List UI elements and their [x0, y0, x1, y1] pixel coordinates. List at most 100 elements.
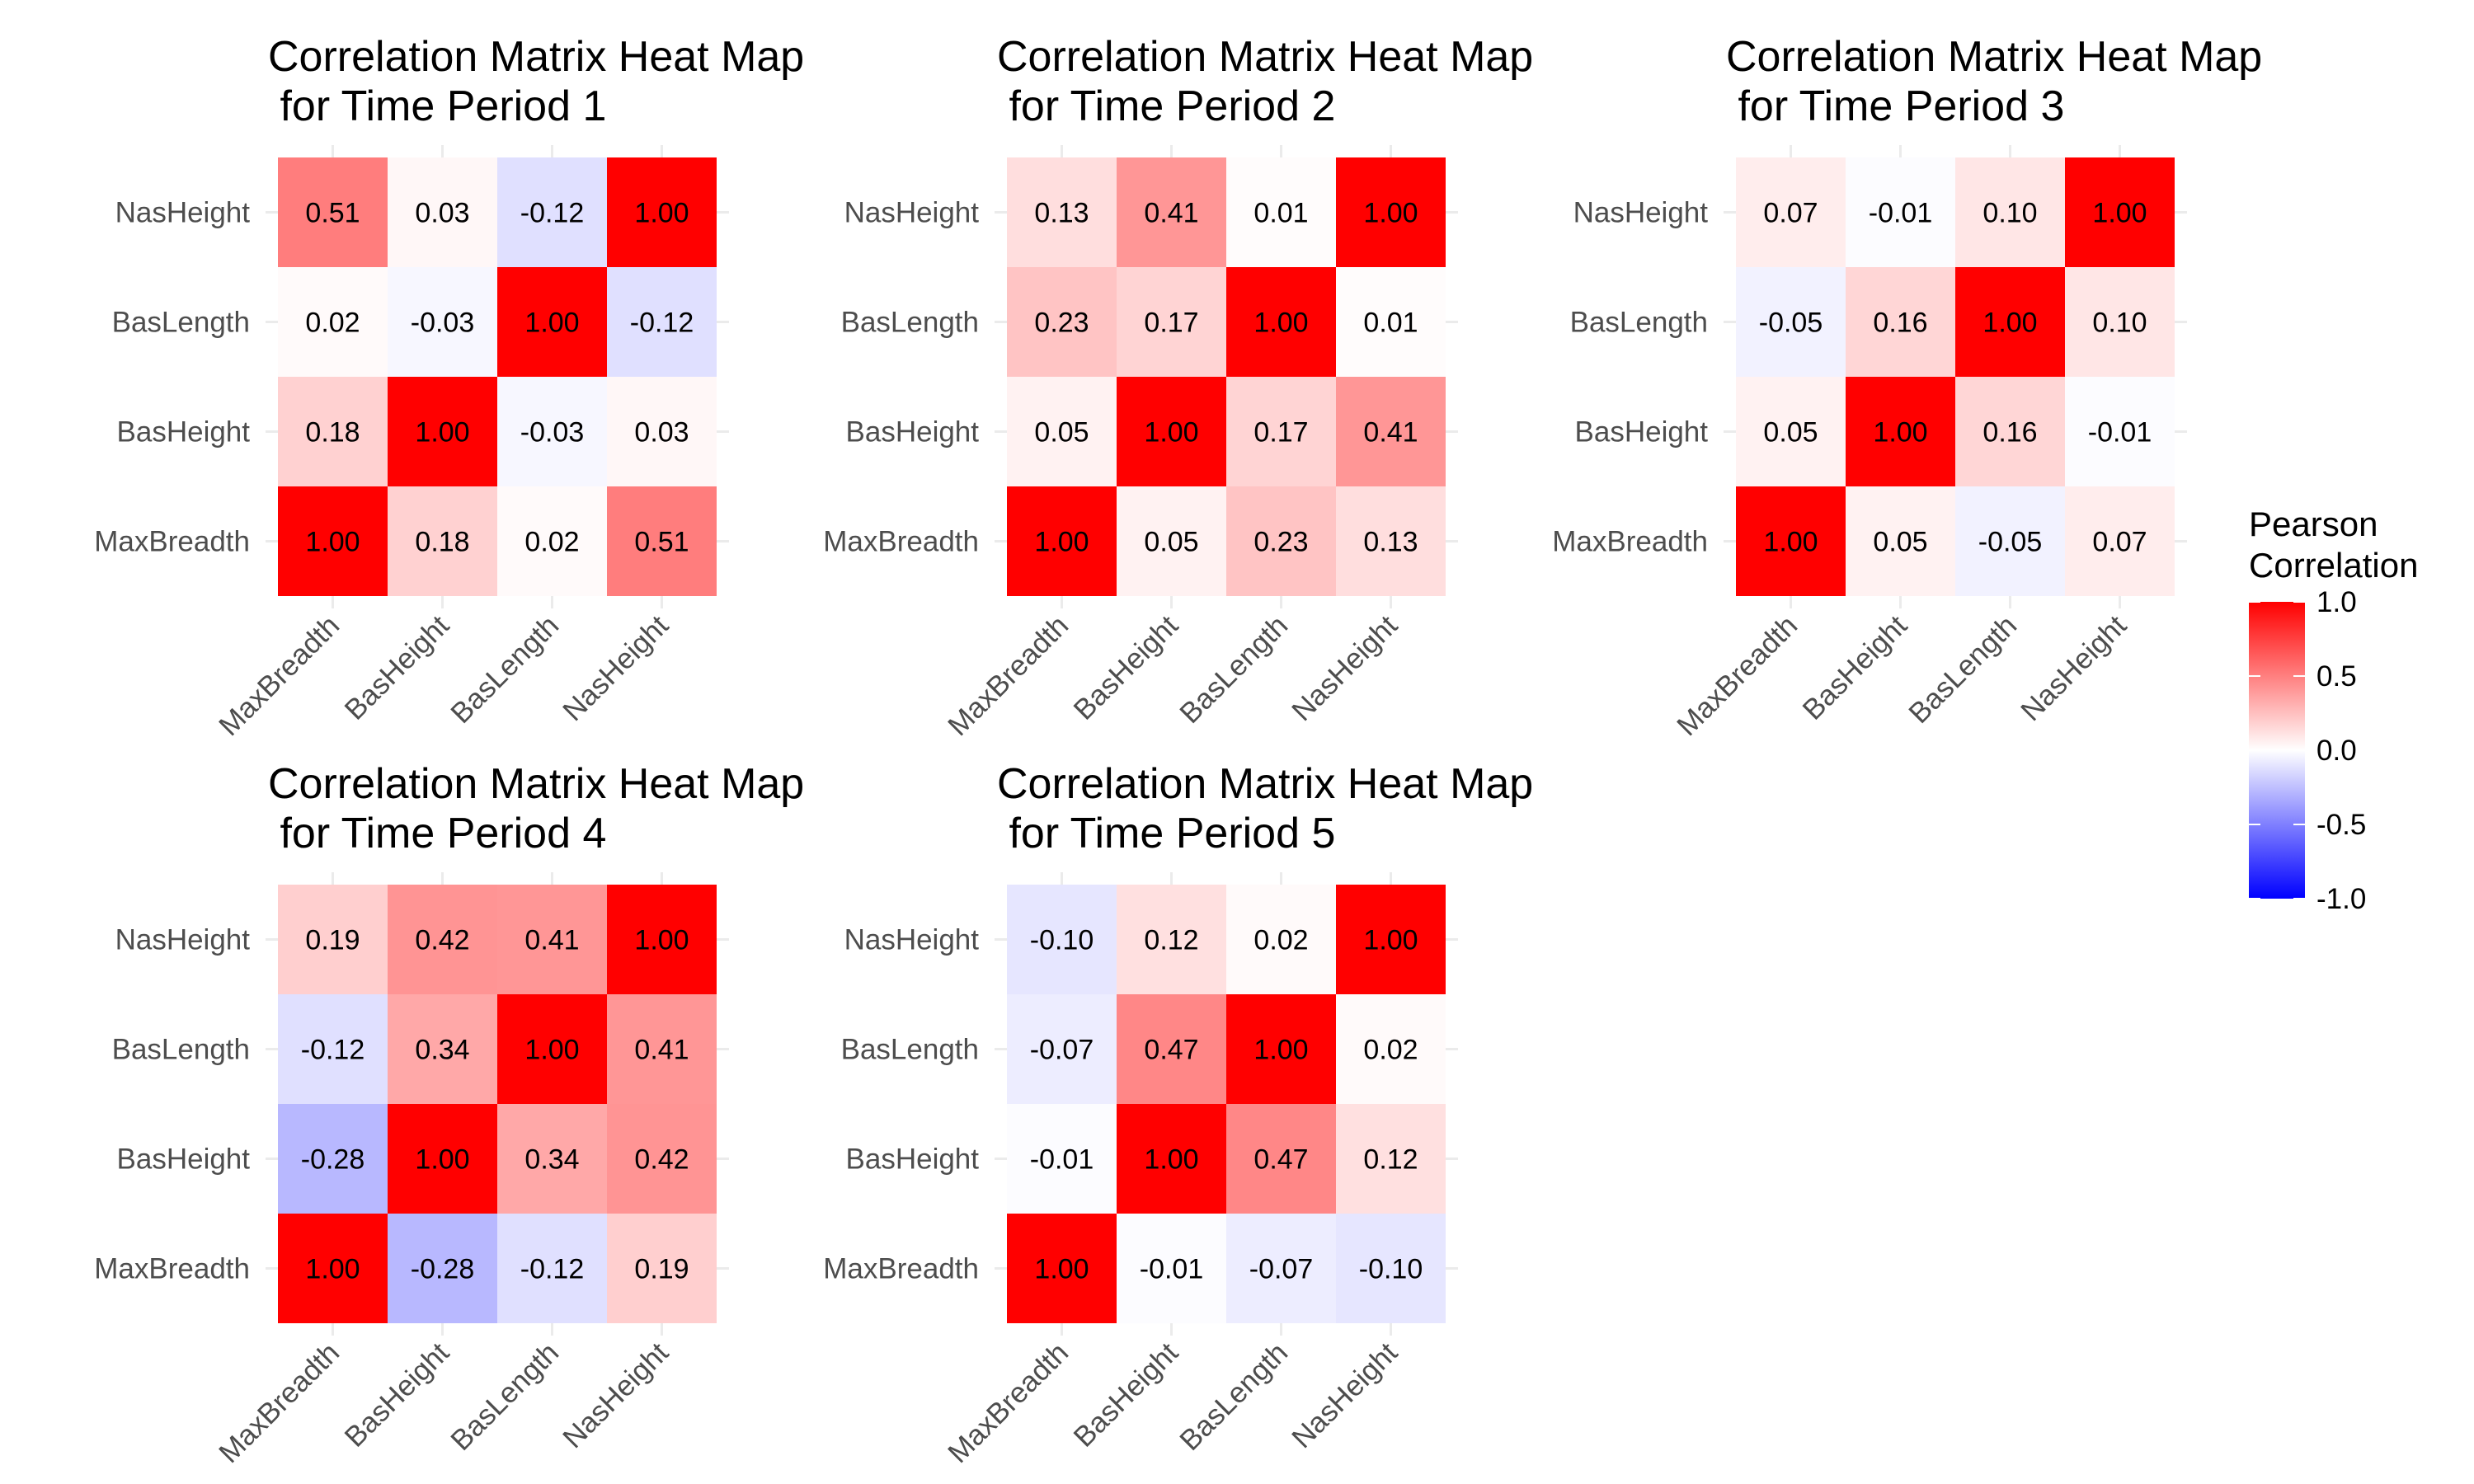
- x-tick-label: NasHeight: [1286, 609, 1404, 727]
- legend-tick-label: 1.0: [2316, 586, 2357, 618]
- y-tick-label: MaxBreadth: [1552, 526, 1708, 558]
- legend-tick-label: 0.5: [2316, 660, 2357, 693]
- heatmap-cell: [1117, 377, 1226, 486]
- x-tick-label: BasHeight: [1067, 1336, 1184, 1453]
- heatmap-panel-1: Correlation Matrix Heat Map for Time Per…: [94, 33, 804, 742]
- cell-value-label: 0.01: [1253, 198, 1308, 229]
- legend-tick-label: 0.0: [2316, 735, 2357, 767]
- cell-value-label: 1.00: [305, 1254, 360, 1285]
- heatmap-cell: [278, 486, 388, 596]
- cell-value-label: 0.51: [305, 198, 360, 229]
- heatmap-cell: [497, 1104, 607, 1214]
- heatmap-cell: [607, 157, 717, 267]
- cell-value-label: -0.10: [1030, 925, 1094, 956]
- cell-value-label: 0.02: [524, 527, 579, 558]
- heatmap-panel-3: Correlation Matrix Heat Map for Time Per…: [1552, 33, 2262, 742]
- heatmap-cell: [607, 1214, 717, 1323]
- heatmap-cell: [1336, 885, 1446, 994]
- cell-value-label: -0.01: [1140, 1254, 1204, 1285]
- cell-value-label: 1.00: [1873, 417, 1927, 448]
- heatmap-cell: [1117, 157, 1226, 267]
- heatmap-cell: [2065, 157, 2175, 267]
- cell-value-label: 0.19: [634, 1254, 689, 1285]
- y-tick-label: BasLength: [1570, 307, 1708, 339]
- cell-value-label: 0.17: [1144, 308, 1198, 339]
- cell-value-label: -0.05: [1759, 308, 1823, 339]
- y-tick-label: BasHeight: [117, 416, 251, 448]
- heatmap-cell: [1226, 885, 1336, 994]
- cell-value-label: 1.00: [1253, 308, 1308, 339]
- y-tick-label: NasHeight: [115, 197, 251, 229]
- heatmap-cell: [607, 885, 717, 994]
- heatmap-cell: [1336, 1104, 1446, 1214]
- cell-value-label: 0.41: [1144, 198, 1198, 229]
- cell-value-label: 0.16: [1873, 308, 1927, 339]
- cell-value-label: 0.42: [634, 1144, 689, 1176]
- heatmap-cell: [278, 994, 388, 1104]
- heatmap-cell: [497, 994, 607, 1104]
- heatmap-panel-5: Correlation Matrix Heat Map for Time Per…: [823, 760, 1533, 1469]
- heatmap-cell: [278, 1214, 388, 1323]
- cell-value-label: 1.00: [1363, 925, 1418, 956]
- heatmap-cell: [388, 267, 497, 377]
- cell-value-label: 1.00: [524, 308, 579, 339]
- cell-value-label: 0.10: [2092, 308, 2147, 339]
- y-tick-label: NasHeight: [844, 197, 980, 229]
- cell-value-label: 0.07: [1763, 198, 1818, 229]
- heatmap-cell: [1226, 377, 1336, 486]
- cell-value-label: 1.00: [634, 198, 689, 229]
- cell-value-label: 0.12: [1363, 1144, 1418, 1176]
- heatmap-panels: Correlation Matrix Heat Map for Time Per…: [94, 33, 2262, 1469]
- y-tick-label: NasHeight: [844, 924, 980, 956]
- cell-value-label: 1.00: [524, 1035, 579, 1066]
- heatmap-cell: [1007, 157, 1117, 267]
- y-tick-label: MaxBreadth: [823, 1253, 979, 1285]
- cell-value-label: -0.01: [1869, 198, 1933, 229]
- heatmap-cell: [1846, 267, 1955, 377]
- heatmap-cell: [607, 994, 717, 1104]
- cell-value-label: 1.00: [1034, 1254, 1089, 1285]
- cell-value-label: -0.03: [520, 417, 585, 448]
- cell-value-label: 1.00: [305, 527, 360, 558]
- cell-value-label: 1.00: [1763, 527, 1818, 558]
- heatmap-cell: [1336, 267, 1446, 377]
- heatmap-cell: [1736, 267, 1846, 377]
- cell-value-label: 0.10: [1982, 198, 2037, 229]
- cell-value-label: -0.10: [1359, 1254, 1423, 1285]
- cell-value-label: -0.12: [301, 1035, 365, 1066]
- legend-tick-label: -0.5: [2316, 809, 2366, 841]
- cell-value-label: 1.00: [1144, 417, 1198, 448]
- heatmap-cell: [1336, 1214, 1446, 1323]
- y-tick-label: BasHeight: [117, 1144, 251, 1176]
- x-tick-label: MaxBreadth: [213, 1336, 346, 1469]
- cell-value-label: 0.05: [1763, 417, 1818, 448]
- panel-title: Correlation Matrix Heat Map for Time Per…: [268, 760, 804, 857]
- heatmap-cell: [1336, 157, 1446, 267]
- cell-value-label: 0.42: [415, 925, 469, 956]
- cell-value-label: -0.01: [1030, 1144, 1094, 1176]
- cell-value-label: 0.41: [634, 1035, 689, 1066]
- heatmap-cell: [497, 1214, 607, 1323]
- x-tick-label: BasLength: [1174, 1336, 1294, 1457]
- heatmap-cell: [2065, 377, 2175, 486]
- heatmap-cell: [1955, 157, 2065, 267]
- x-tick-label: BasLength: [444, 609, 565, 730]
- heatmap-cell: [1336, 486, 1446, 596]
- heatmap-cell: [1007, 486, 1117, 596]
- cell-value-label: -0.05: [1978, 527, 2043, 558]
- cell-value-label: -0.12: [520, 1254, 585, 1285]
- cell-value-label: 0.19: [305, 925, 360, 956]
- heatmap-cell: [1117, 267, 1226, 377]
- x-tick-label: BasLength: [444, 1336, 565, 1457]
- x-tick-label: BasHeight: [338, 1336, 455, 1453]
- cell-value-label: 1.00: [2092, 198, 2147, 229]
- heatmap-cell: [1226, 1214, 1336, 1323]
- heatmap-cell: [1336, 994, 1446, 1104]
- cell-value-label: -0.01: [2088, 417, 2152, 448]
- x-tick-label: MaxBreadth: [942, 609, 1075, 742]
- cell-value-label: 0.41: [1363, 417, 1418, 448]
- legend-title: Pearson Correlation: [2249, 505, 2418, 585]
- heatmap-cell: [388, 377, 497, 486]
- y-tick-label: MaxBreadth: [823, 526, 979, 558]
